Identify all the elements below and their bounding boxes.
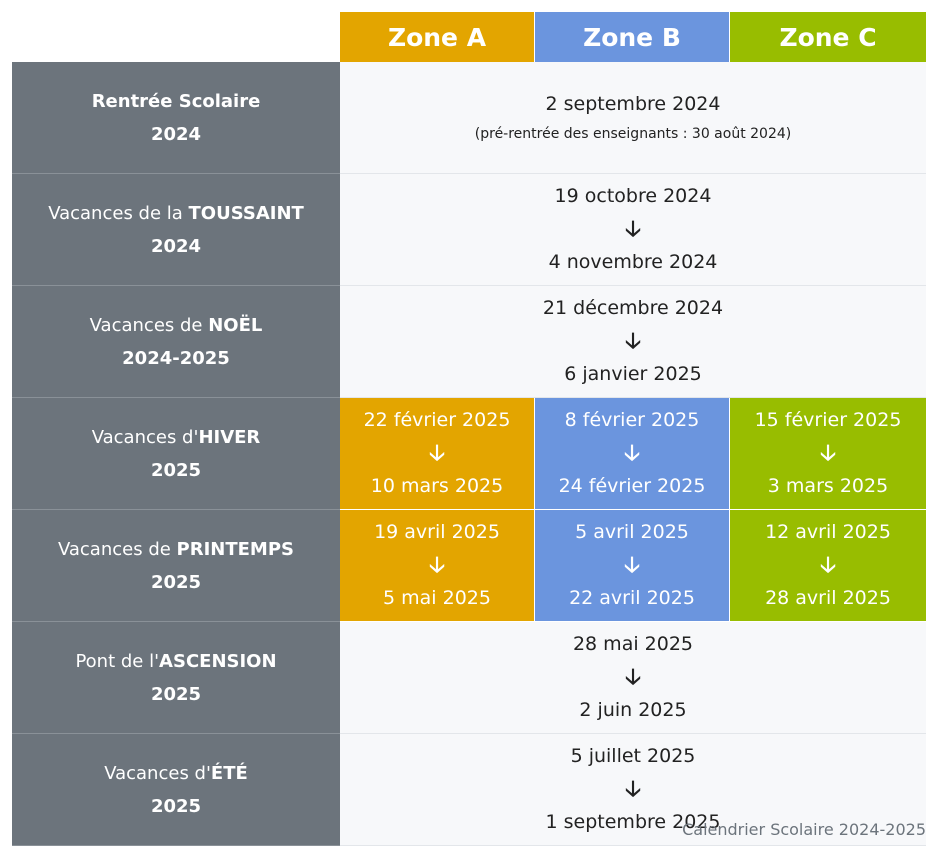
row-label-title: Vacances de la TOUSSAINT [48, 197, 304, 230]
end-date: 1 septembre 2025 [545, 811, 721, 833]
hiver-zone-c: 15 février 2025 🡣 3 mars 2025 [730, 398, 926, 510]
row-label-year: 2025 [150, 795, 202, 817]
label-keyword: PRINTEMPS [176, 538, 295, 560]
rentree-date: 2 septembre 2024 [545, 93, 721, 115]
label-keyword: HIVER [198, 426, 261, 448]
printemps-zone-b: 5 avril 2025 🡣 22 avril 2025 [535, 510, 730, 622]
row-label-year: 2024 [150, 235, 202, 257]
row-label-year: 2024 [150, 123, 202, 145]
label-prefix: Vacances de [89, 314, 209, 336]
end-date: 2 juin 2025 [579, 699, 687, 721]
label-keyword: TOUSSAINT [188, 202, 304, 224]
start-date: 5 juillet 2025 [570, 745, 696, 767]
row-label-rentree: Rentrée Scolaire 2024 [12, 62, 340, 174]
ascension-dates: 28 mai 2025 🡣 2 juin 2025 [340, 622, 926, 734]
end-date: 4 novembre 2024 [548, 251, 718, 273]
row-label-title: Vacances d'HIVER [92, 421, 261, 454]
noel-dates: 21 décembre 2024 🡣 6 janvier 2025 [340, 286, 926, 398]
printemps-zone-a: 19 avril 2025 🡣 5 mai 2025 [340, 510, 535, 622]
label-keyword: NOËL [208, 314, 263, 336]
label-prefix: Vacances d' [91, 426, 199, 448]
label-prefix: Vacances de [57, 538, 177, 560]
row-label-hiver: Vacances d'HIVER 2025 [12, 398, 340, 510]
label-prefix: Vacances d' [104, 762, 211, 784]
school-calendar-table: Zone A Zone B Zone C Rentrée Scolaire 20… [12, 12, 926, 846]
start-date: 19 octobre 2024 [554, 185, 712, 207]
end-date: 5 mai 2025 [383, 587, 491, 609]
start-date: 8 février 2025 [564, 409, 700, 431]
hiver-zone-b: 8 février 2025 🡣 24 février 2025 [535, 398, 730, 510]
label-prefix: Pont de l' [75, 650, 160, 672]
arrow-down-icon: 🡣 [624, 441, 640, 466]
start-date: 28 mai 2025 [572, 633, 694, 655]
zone-c-header: Zone C [730, 12, 926, 62]
zone-a-header: Zone A [340, 12, 535, 62]
start-date: 21 décembre 2024 [542, 297, 724, 319]
rentree-dates: 2 septembre 2024 (pré-rentrée des enseig… [340, 62, 926, 174]
row-label-noel: Vacances de NOËL 2024-2025 [12, 286, 340, 398]
arrow-down-icon: 🡣 [820, 553, 836, 578]
start-date: 12 avril 2025 [765, 521, 891, 543]
row-label-printemps: Vacances de PRINTEMPS 2025 [12, 510, 340, 622]
end-date: 3 mars 2025 [767, 475, 889, 497]
arrow-down-icon: 🡣 [429, 553, 445, 578]
end-date: 6 janvier 2025 [564, 363, 702, 385]
label-keyword: ASCENSION [159, 650, 277, 672]
row-label-year: 2025 [150, 571, 202, 593]
start-date: 15 février 2025 [754, 409, 902, 431]
start-date: 5 avril 2025 [575, 521, 689, 543]
header-corner [12, 12, 340, 62]
row-label-title: Vacances de PRINTEMPS [58, 533, 294, 566]
start-date: 22 février 2025 [363, 409, 511, 431]
end-date: 10 mars 2025 [370, 475, 504, 497]
row-label-title: Vacances d'ÉTÉ [104, 757, 248, 790]
hiver-zone-a: 22 février 2025 🡣 10 mars 2025 [340, 398, 535, 510]
row-label-toussaint: Vacances de la TOUSSAINT 2024 [12, 174, 340, 286]
row-label-ete: Vacances d'ÉTÉ 2025 [12, 734, 340, 846]
arrow-down-icon: 🡣 [625, 217, 641, 242]
row-label-title: Rentrée Scolaire [91, 90, 261, 112]
end-date: 24 février 2025 [558, 475, 706, 497]
arrow-down-icon: 🡣 [429, 441, 445, 466]
end-date: 22 avril 2025 [569, 587, 695, 609]
start-date: 19 avril 2025 [374, 521, 500, 543]
arrow-down-icon: 🡣 [625, 329, 641, 354]
arrow-down-icon: 🡣 [624, 553, 640, 578]
row-label-year: 2025 [150, 459, 202, 481]
toussaint-dates: 19 octobre 2024 🡣 4 novembre 2024 [340, 174, 926, 286]
arrow-down-icon: 🡣 [820, 441, 836, 466]
row-label-title: Vacances de NOËL [90, 309, 263, 342]
rentree-note: (pré-rentrée des enseignants : 30 août 2… [474, 126, 792, 142]
end-date: 28 avril 2025 [765, 587, 891, 609]
ete-dates: 5 juillet 2025 🡣 1 septembre 2025 [340, 734, 926, 846]
arrow-down-icon: 🡣 [625, 777, 641, 802]
row-label-year: 2024-2025 [122, 347, 230, 369]
row-label-ascension: Pont de l'ASCENSION 2025 [12, 622, 340, 734]
zone-b-header: Zone B [535, 12, 730, 62]
row-label-year: 2025 [150, 683, 202, 705]
label-keyword: ÉTÉ [210, 762, 248, 784]
printemps-zone-c: 12 avril 2025 🡣 28 avril 2025 [730, 510, 926, 622]
arrow-down-icon: 🡣 [625, 665, 641, 690]
row-label-title: Pont de l'ASCENSION [75, 645, 276, 678]
table-caption: Calendrier Scolaire 2024-2025 [682, 820, 926, 839]
label-prefix: Vacances de la [48, 202, 189, 224]
